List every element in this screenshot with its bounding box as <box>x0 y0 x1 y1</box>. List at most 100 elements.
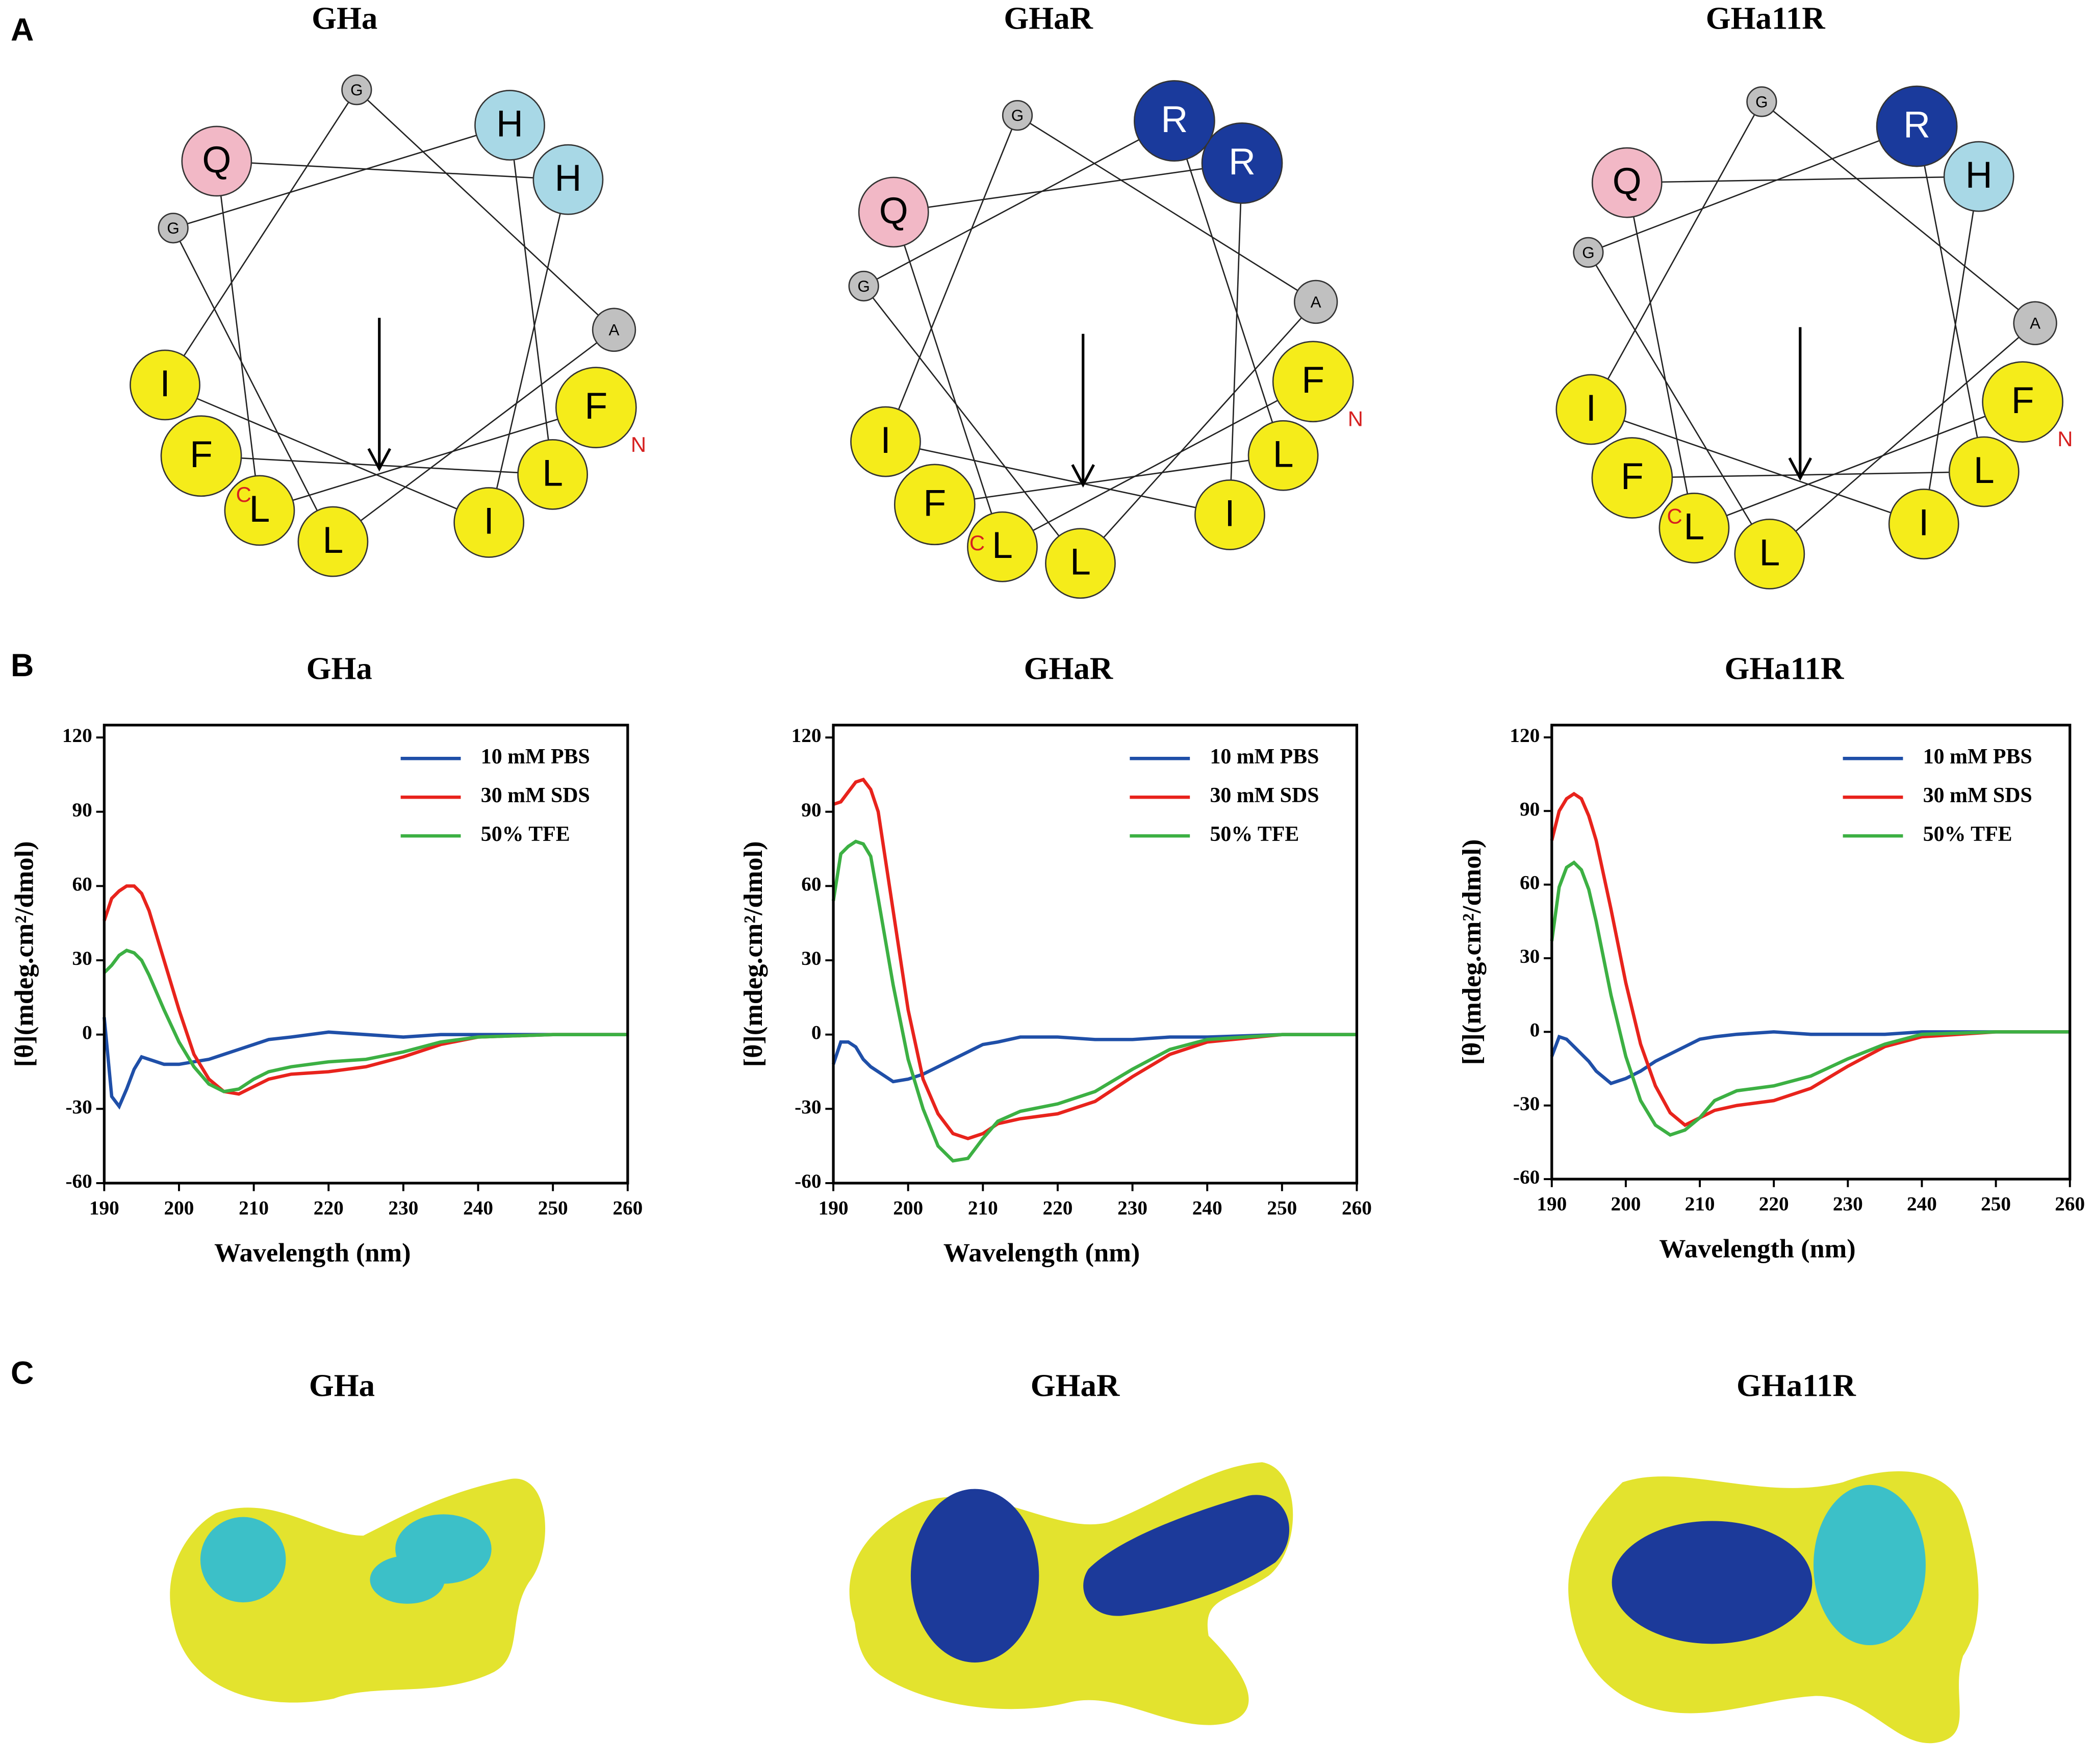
wheel-link <box>934 454 1284 505</box>
residue-label: L <box>1273 433 1294 475</box>
residue <box>1201 122 1283 204</box>
wheel-link <box>356 89 615 330</box>
residue <box>555 367 637 449</box>
residue-label: I <box>160 363 170 404</box>
y-tick-label: 90 <box>72 799 92 821</box>
residue <box>1734 518 1805 590</box>
y-tick-label: -30 <box>65 1096 92 1118</box>
surface-patch <box>910 1489 1039 1663</box>
wheel-link <box>1591 408 1924 525</box>
residue-label: I <box>1919 502 1929 544</box>
y-tick-label: 0 <box>811 1022 822 1044</box>
residue <box>1293 279 1338 324</box>
wheel-link <box>1769 322 2036 555</box>
wheel-title: GHaR <box>1004 0 1093 36</box>
residue-label: R <box>1903 104 1930 146</box>
series-line <box>833 777 1357 1141</box>
residue-label: G <box>1582 244 1594 262</box>
residue <box>1948 436 2020 507</box>
wheel-link <box>216 161 261 511</box>
panel-label: B <box>11 648 34 683</box>
residue-label: L <box>542 452 563 494</box>
wheel-link <box>1173 120 1284 456</box>
legend-label: 30 mM SDS <box>1210 784 1319 807</box>
wheel-link <box>1694 401 2023 529</box>
x-tick-label: 250 <box>1267 1197 1297 1219</box>
residue <box>130 349 200 421</box>
residue <box>341 74 372 106</box>
legend-label: 50% TFE <box>1210 823 1299 846</box>
series-line <box>1550 1030 2070 1086</box>
y-tick-label: 90 <box>1520 798 1540 820</box>
x-tick-label: 240 <box>1907 1193 1937 1215</box>
residue-label: R <box>1161 98 1188 140</box>
residue <box>160 415 242 497</box>
residue <box>1134 80 1215 162</box>
n-terminus: N <box>1348 406 1363 430</box>
residue-label: H <box>496 103 523 144</box>
y-tick-label: 30 <box>72 948 92 969</box>
residue-label: G <box>1755 93 1768 111</box>
residue-label: F <box>1301 359 1324 401</box>
wheel-link <box>1588 125 1918 253</box>
surface-title: GHaR <box>1031 1368 1120 1403</box>
legend-label: 30 mM SDS <box>1923 784 2032 807</box>
legend-label: 50% TFE <box>1923 823 2012 846</box>
plot-frame <box>1550 724 2072 1181</box>
x-tick-label: 260 <box>1342 1197 1372 1219</box>
wheel-link <box>863 286 1081 564</box>
wheel-link <box>1626 182 1695 528</box>
residue-label: F <box>190 433 213 475</box>
residue <box>1943 141 2014 212</box>
wheel-title: GHa <box>312 0 377 36</box>
residue-label: I <box>484 500 494 542</box>
c-terminus: C <box>1667 504 1682 528</box>
arrow-head <box>367 448 392 472</box>
wheel-link <box>1923 176 1980 524</box>
y-tick-label: 30 <box>801 948 821 969</box>
residue-label: L <box>1759 531 1780 573</box>
surface-patch <box>200 1517 286 1603</box>
chart-title: GHa11R <box>1724 651 1844 686</box>
residue-label: F <box>584 385 607 427</box>
surface-patch <box>370 1555 445 1604</box>
legend-label: 30 mM SDS <box>481 784 590 807</box>
x-tick-label: 190 <box>89 1197 119 1219</box>
surface-patch <box>1612 1521 1812 1644</box>
y-tick-label: 60 <box>1520 872 1540 894</box>
x-axis-label: Wavelength (nm) <box>1659 1234 1855 1264</box>
residue <box>297 506 369 577</box>
x-tick-label: 190 <box>1537 1193 1567 1215</box>
x-tick-label: 230 <box>388 1197 418 1219</box>
residue <box>1876 85 1958 167</box>
residue <box>1591 147 1663 218</box>
y-tick-label: -60 <box>795 1170 821 1192</box>
residue-label: A <box>609 321 620 339</box>
residue-label: I <box>880 419 890 461</box>
y-tick-label: 120 <box>62 725 92 747</box>
residue-label: F <box>923 482 946 524</box>
legend-label: 50% TFE <box>481 823 570 846</box>
residue <box>474 90 545 161</box>
wheel-link <box>172 227 334 542</box>
residue <box>158 213 189 244</box>
y-tick-label: 120 <box>791 725 822 747</box>
wheel-link <box>892 212 1003 547</box>
y-tick-label: -30 <box>795 1096 821 1118</box>
x-tick-label: 210 <box>239 1197 269 1219</box>
residue-label: G <box>167 219 179 237</box>
surface-panel <box>170 1462 1979 1744</box>
x-tick-label: 220 <box>1759 1193 1789 1215</box>
residue <box>850 406 921 477</box>
wheel-link <box>173 124 510 229</box>
residue-label: L <box>323 519 344 561</box>
residue <box>224 475 295 546</box>
y-tick-label: -30 <box>1513 1093 1540 1115</box>
surface-title: GHa <box>309 1368 375 1403</box>
arrow-head <box>1071 464 1095 488</box>
x-tick-label: 200 <box>164 1197 194 1219</box>
n-terminus: N <box>631 432 646 456</box>
y-tick-label: 60 <box>72 873 92 895</box>
y-axis-label: [θ](mdeg.cm²/dmol) <box>10 841 39 1067</box>
